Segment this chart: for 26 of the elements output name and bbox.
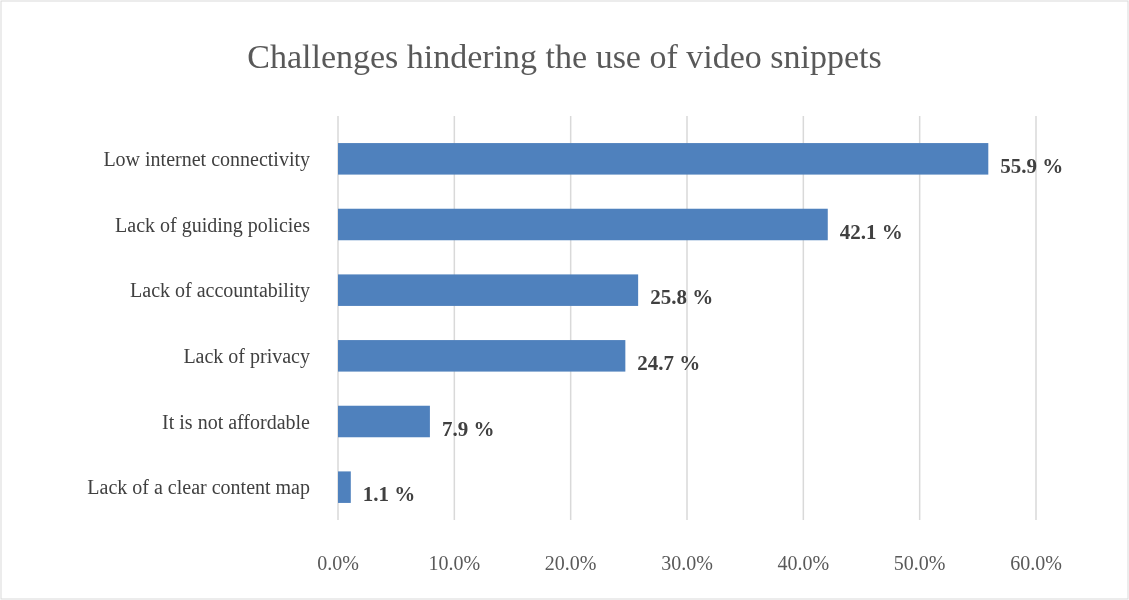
y-tick-label: Lack of accountability [130, 279, 310, 303]
data-label: 24.7 % [637, 350, 701, 375]
y-tick-label: Lack of privacy [183, 344, 310, 368]
chart-title: Challenges hindering the use of video snippets [247, 38, 882, 75]
bar [338, 208, 828, 241]
y-tick-label: Lack of guiding policies [115, 213, 311, 237]
data-label: 1.1 % [362, 482, 416, 507]
x-tick-label: 20.0% [544, 552, 597, 574]
x-tick-label: 0.0% [317, 552, 359, 574]
bar [338, 274, 639, 306]
data-label: 7.9 % [441, 416, 495, 441]
data-label: 42.1 % [839, 219, 903, 244]
bar [338, 143, 989, 175]
x-tick-label: 30.0% [661, 552, 713, 574]
bar [338, 471, 351, 503]
bar [338, 405, 430, 438]
y-tick-label: Low internet connectivity [103, 147, 310, 171]
y-tick-label: Lack of a clear content map [87, 476, 310, 500]
data-label: 25.8 % [650, 285, 714, 310]
x-tick-label: 60.0% [1010, 552, 1062, 574]
y-tick-label: It is not affordable [162, 410, 311, 433]
x-tick-label: 40.0% [777, 552, 830, 574]
x-tick-label: 10.0% [428, 552, 481, 574]
bar [338, 340, 626, 372]
x-tick-label: 50.0% [893, 552, 946, 574]
data-label: 55.9 % [1000, 153, 1064, 178]
